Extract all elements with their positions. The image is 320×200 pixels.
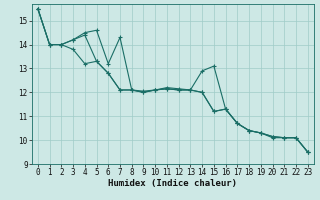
X-axis label: Humidex (Indice chaleur): Humidex (Indice chaleur) [108,179,237,188]
